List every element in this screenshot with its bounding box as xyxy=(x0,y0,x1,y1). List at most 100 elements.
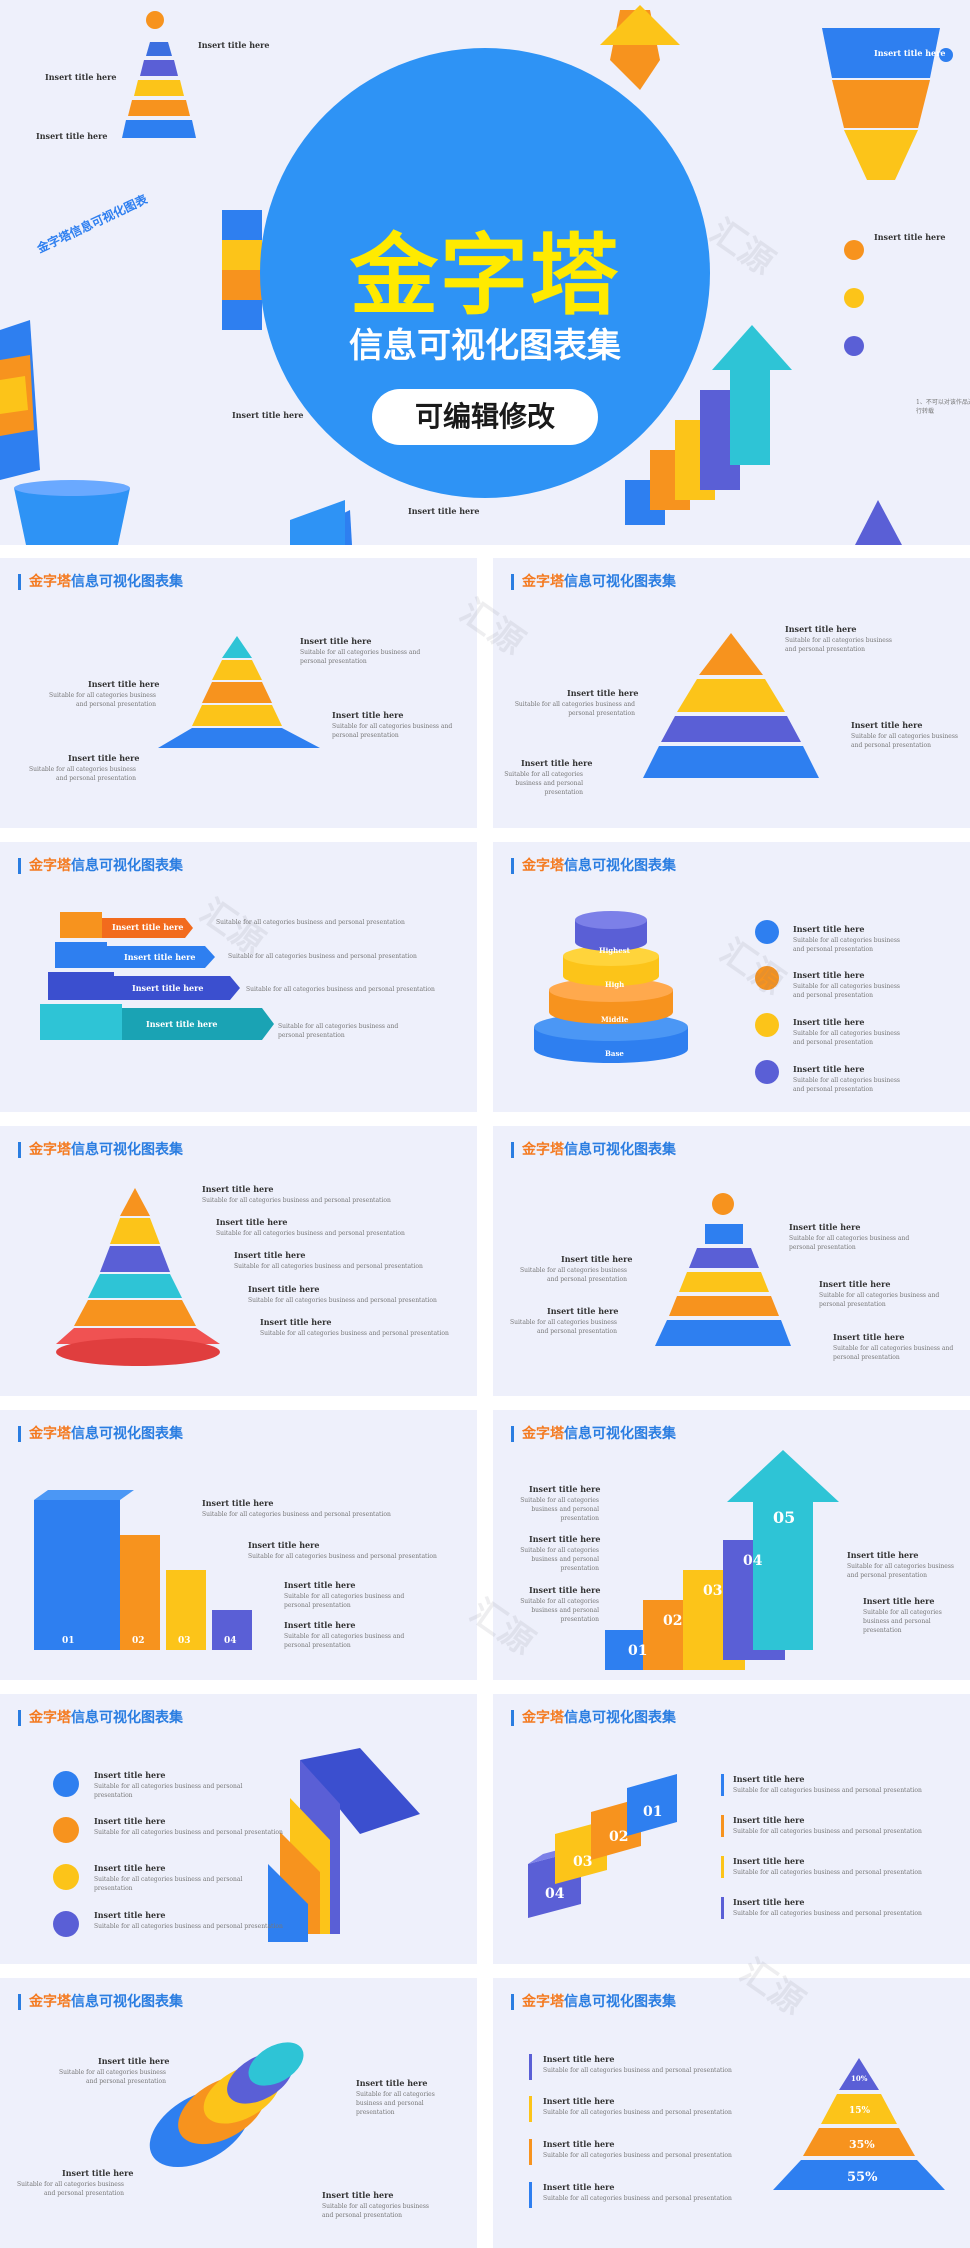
slide-5: 金字塔信息可视化图表集 Insert title here Suitable f… xyxy=(0,1126,477,1396)
percent-label: 55% xyxy=(847,2170,878,2185)
item-title: Insert title here xyxy=(94,1770,166,1780)
item-title: Insert title here xyxy=(789,1222,861,1232)
item-title: Insert title here xyxy=(146,1019,218,1029)
block-arrow-diagram xyxy=(40,912,274,1040)
item-desc: Suitable for all categories business and… xyxy=(59,2069,166,2085)
slide-header: 金字塔信息可视化图表集 xyxy=(18,1710,183,1726)
item-title: Insert title here xyxy=(543,2054,615,2064)
bar-number: 02 xyxy=(132,1636,145,1646)
item-desc: Suitable for all categories business and… xyxy=(322,2203,429,2219)
item-desc: Suitable for all categories business and… xyxy=(94,1783,243,1799)
item-title: Insert title here xyxy=(733,1774,805,1784)
item-title: Insert title here xyxy=(851,720,923,730)
spiral-pyramid-diagram xyxy=(158,636,320,748)
item-desc: Suitable for all categories business and… xyxy=(833,1345,954,1361)
item-desc: Suitable for all categories business and… xyxy=(356,2091,435,2116)
item-title: Insert title here xyxy=(260,1317,332,1327)
stack-label-middle: Middle xyxy=(601,1015,629,1024)
slide-header: 金字塔信息可视化图表集 xyxy=(18,858,183,874)
item-desc: Suitable for all categories business and… xyxy=(284,1633,405,1649)
item-desc: Suitable for all categories business and… xyxy=(543,2152,732,2159)
item-title: Insert title here xyxy=(561,1254,633,1264)
item-title: Insert title here xyxy=(202,1498,274,1508)
slide-header: 金字塔信息可视化图表集 xyxy=(18,1142,183,1158)
item-title: Insert title here xyxy=(284,1620,356,1630)
item-desc: Suitable for all categories business and… xyxy=(228,953,417,960)
item-desc: Suitable for all categories business and… xyxy=(819,1292,940,1308)
cube-number: 03 xyxy=(573,1854,593,1870)
item-desc: Suitable for all categories business and… xyxy=(793,1077,900,1093)
item-title: Insert title here xyxy=(98,2056,170,2066)
bar-number: 03 xyxy=(178,1636,191,1646)
item-title: Insert title here xyxy=(543,2182,615,2192)
item-desc: Suitable for all categories business and… xyxy=(94,1829,283,1836)
item-title: Insert title here xyxy=(248,1540,320,1550)
slide-header: 金字塔信息可视化图表集 xyxy=(511,1426,676,1442)
editable-button[interactable]: 可编辑修改 xyxy=(372,389,598,445)
item-desc: Suitable for all categories business and… xyxy=(49,692,156,708)
item-title: Insert title here xyxy=(88,679,160,689)
item-desc: Suitable for all categories business and… xyxy=(248,1553,437,1560)
item-desc: Suitable for all categories business and… xyxy=(520,1267,627,1283)
item-title: Insert title here xyxy=(132,983,204,993)
item-desc: Suitable for all categories business and… xyxy=(248,1297,437,1304)
item-title: Insert title here xyxy=(529,1585,601,1595)
item-title: Insert title here xyxy=(543,2096,615,2106)
item-title: Insert title here xyxy=(833,1332,905,1342)
item-desc: Suitable for all categories business and… xyxy=(520,1598,599,1623)
slide-header: 金字塔信息可视化图表集 xyxy=(511,1142,676,1158)
item-desc: Suitable for all categories business and… xyxy=(851,733,958,749)
item-title: Insert title here xyxy=(284,1580,356,1590)
item-desc: Suitable for all categories business and… xyxy=(510,1319,617,1335)
item-desc: Suitable for all categories business and… xyxy=(520,1497,599,1522)
stack-label-high: High xyxy=(605,980,625,989)
slide-9: 金字塔信息可视化图表集 Insert title here Suitable f… xyxy=(0,1694,477,1964)
step-number: 05 xyxy=(773,1508,796,1527)
hero-mini-title-3: Insert title here xyxy=(36,131,108,141)
item-desc: Suitable for all categories business and… xyxy=(216,1230,405,1237)
item-desc: Suitable for all categories business and… xyxy=(94,1876,243,1892)
item-title: Insert title here xyxy=(785,624,857,634)
item-title: Insert title here xyxy=(793,970,865,980)
hero-title: 金字塔 xyxy=(349,224,620,327)
slide-7: 金字塔信息可视化图表集 01 02 03 04 Insert title her… xyxy=(0,1410,477,1680)
step-arrow-diagram xyxy=(605,1450,839,1670)
step-number: 04 xyxy=(743,1553,763,1569)
item-desc: Suitable for all categories business and… xyxy=(504,771,583,796)
hero-banner: Insert title here Insert title here Inse… xyxy=(0,0,970,545)
slide-10: 金字塔信息可视化图表集 04 03 02 01 Insert title her… xyxy=(493,1694,970,1964)
slide-header: 金字塔信息可视化图表集 xyxy=(511,1710,676,1726)
item-desc: Suitable for all categories business and… xyxy=(260,1330,449,1337)
item-desc: Suitable for all categories business and… xyxy=(17,2181,124,2197)
item-desc: Suitable for all categories business and… xyxy=(793,937,900,953)
slide-2: 金字塔信息可视化图表集 Insert title here Suitable f… xyxy=(493,558,970,828)
item-desc: Suitable for all categories business and… xyxy=(543,2067,732,2074)
item-title: Insert title here xyxy=(322,2190,394,2200)
item-title: Insert title here xyxy=(733,1856,805,1866)
item-desc: Suitable for all categories business and… xyxy=(94,1923,283,1930)
hero-cn-note: 1、不可以对该作品进行转载 xyxy=(916,399,970,415)
item-desc: Suitable for all categories business and… xyxy=(234,1263,423,1270)
item-desc: Suitable for all categories business and… xyxy=(793,1030,900,1046)
item-title: Insert title here xyxy=(521,758,593,768)
item-desc: Suitable for all categories business and… xyxy=(543,2109,732,2116)
item-desc: Suitable for all categories business and… xyxy=(733,1869,922,1876)
flat-pyramid-diagram xyxy=(643,633,819,778)
hero-mini-title-6: Insert title here xyxy=(874,48,946,58)
item-title: Insert title here xyxy=(248,1284,320,1294)
slide-3: 金字塔信息可视化图表集 Insert title here Insert tit… xyxy=(0,842,477,1112)
item-desc: Suitable for all categories business and… xyxy=(514,701,635,717)
item-desc: Suitable for all categories business and… xyxy=(789,1235,910,1251)
bar-number: 01 xyxy=(62,1636,75,1646)
slide-header: 金字塔信息可视化图表集 xyxy=(511,858,676,874)
item-desc: Suitable for all categories business and… xyxy=(246,986,435,993)
item-desc: Suitable for all categories business and… xyxy=(216,919,405,926)
hero-decoration xyxy=(0,5,953,545)
step-number: 02 xyxy=(663,1613,683,1629)
percent-label: 15% xyxy=(849,2106,871,2116)
hero-subtitle: 信息可视化图表集 xyxy=(349,326,621,366)
item-desc: Suitable for all categories business and… xyxy=(733,1828,922,1835)
slide-8: 金字塔信息可视化图表集 01 02 03 04 05 Insert title … xyxy=(493,1410,970,1680)
item-title: Insert title here xyxy=(124,952,196,962)
item-desc: Suitable for all categories business and… xyxy=(202,1511,391,1518)
